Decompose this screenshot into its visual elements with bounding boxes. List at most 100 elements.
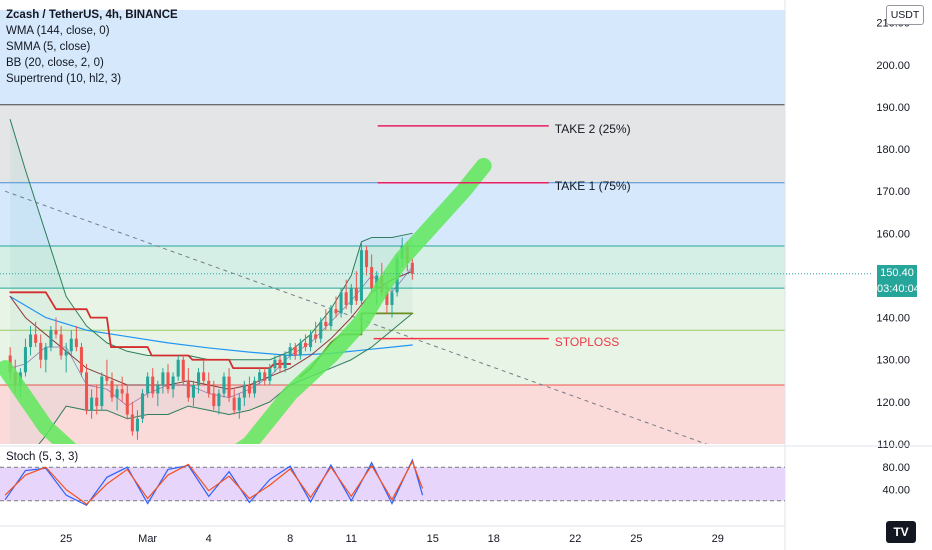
zone-blue-2: [0, 182, 785, 246]
candle-body: [141, 393, 145, 419]
green-arrow-path: [0, 157, 492, 444]
candle-body: [237, 397, 241, 411]
time-tick-label: 25: [630, 533, 642, 545]
candle-body: [79, 347, 83, 373]
candle-body: [156, 385, 160, 394]
candle-body: [212, 393, 216, 407]
time-tick-label: Mar: [138, 533, 157, 545]
candle-body: [49, 330, 53, 348]
candle-body: [105, 376, 109, 381]
candle-body: [207, 380, 211, 394]
zone-gray-1: [0, 104, 785, 183]
candle-body: [85, 372, 89, 411]
candle-body: [232, 397, 236, 411]
candle-body: [100, 376, 104, 407]
legend-wma[interactable]: WMA (144, close, 0): [6, 25, 110, 37]
candle-body: [217, 393, 221, 407]
candle-body: [171, 376, 175, 390]
candle-body: [110, 380, 114, 398]
candle-body: [115, 389, 119, 398]
candle-body: [135, 418, 139, 432]
candle-body: [34, 334, 38, 343]
candle-body: [370, 267, 374, 289]
candle-body: [339, 292, 343, 314]
candle-body: [293, 347, 297, 356]
price-tick-label: 160.00: [876, 228, 910, 240]
candle-body: [29, 334, 33, 348]
stoch-tick-label: 80.00: [882, 462, 910, 474]
candle-body: [222, 376, 226, 394]
stoch-legend[interactable]: Stoch (5, 3, 3): [6, 451, 79, 463]
stoch-line-1: [4, 460, 424, 505]
candle-body: [90, 397, 94, 411]
candle-body: [54, 330, 58, 335]
candle-body: [365, 250, 369, 268]
candle-body: [349, 288, 353, 305]
candle-body: [23, 347, 27, 373]
candle-body: [247, 385, 251, 394]
candle-body: [410, 262, 414, 274]
bb-lower-line: [38, 312, 413, 444]
candle-body: [176, 359, 180, 377]
legend-supertrend[interactable]: Supertrend (10, hl2, 3): [6, 73, 122, 85]
candle-body: [263, 372, 267, 381]
candle-body: [39, 342, 43, 360]
time-tick-label: 8: [287, 533, 293, 545]
candle-body: [242, 385, 246, 398]
price-tick-label: 190.00: [876, 102, 910, 114]
last-price-countdown: 03:40:04: [877, 282, 920, 295]
candle-body: [334, 309, 338, 314]
candle-body: [44, 347, 48, 360]
price-tick-label: 110.00: [877, 439, 910, 451]
time-tick-label: 22: [569, 533, 581, 545]
tradingview-logo-icon[interactable]: TV: [886, 521, 916, 543]
candle-body: [314, 334, 318, 339]
price-tick-label: 180.00: [876, 144, 910, 156]
legend-bb[interactable]: BB (20, close, 2, 0): [6, 57, 104, 69]
candle-body: [258, 372, 262, 381]
candle-body: [385, 292, 389, 305]
currency-button[interactable]: USDT: [886, 5, 924, 25]
candle-body: [359, 250, 363, 301]
time-tick-label: 11: [346, 533, 357, 545]
candle-body: [273, 359, 277, 369]
time-tick-label: 15: [427, 533, 439, 545]
candle-body: [288, 347, 292, 356]
candle-body: [191, 385, 195, 398]
candle-body: [354, 288, 358, 301]
candle-body: [227, 376, 231, 398]
candle-body: [303, 342, 307, 348]
time-tick-label: 18: [488, 533, 500, 545]
candle-body: [202, 372, 206, 381]
main-plot-group: [0, 119, 492, 444]
time-tick-label: 4: [206, 533, 212, 545]
candle-body: [253, 380, 257, 394]
time-tick-label: 25: [60, 533, 72, 545]
candle-body: [298, 342, 302, 356]
candle-body: [125, 393, 129, 415]
candle-body: [344, 292, 348, 305]
candle-body: [324, 321, 328, 327]
price-tick-label: 170.00: [876, 186, 910, 198]
candle-body: [151, 376, 155, 394]
candle-body: [309, 334, 313, 348]
symbol-title[interactable]: Zcash / TetherUS, 4h, BINANCE: [6, 9, 178, 21]
candle-body: [166, 372, 170, 390]
candle-body: [95, 397, 99, 407]
candle-body: [197, 372, 201, 386]
candle-body: [268, 368, 272, 381]
stoploss-label: STOPLOSS: [554, 334, 620, 349]
indicator-legend: Zcash / TetherUS, 4h, BINANCE WMA (144, …: [6, 7, 178, 87]
price-tick-label: 140.00: [876, 313, 910, 325]
candle-body: [130, 414, 134, 432]
candle-body: [69, 338, 73, 352]
take1-label: TAKE 1 (75%): [554, 178, 631, 193]
legend-smma[interactable]: SMMA (5, close): [6, 41, 91, 53]
zone-blue-0: [0, 10, 785, 105]
candle-body: [283, 355, 287, 369]
stoch-plot-group: [4, 458, 424, 507]
candle-body: [59, 334, 63, 356]
candle-body: [319, 321, 323, 339]
